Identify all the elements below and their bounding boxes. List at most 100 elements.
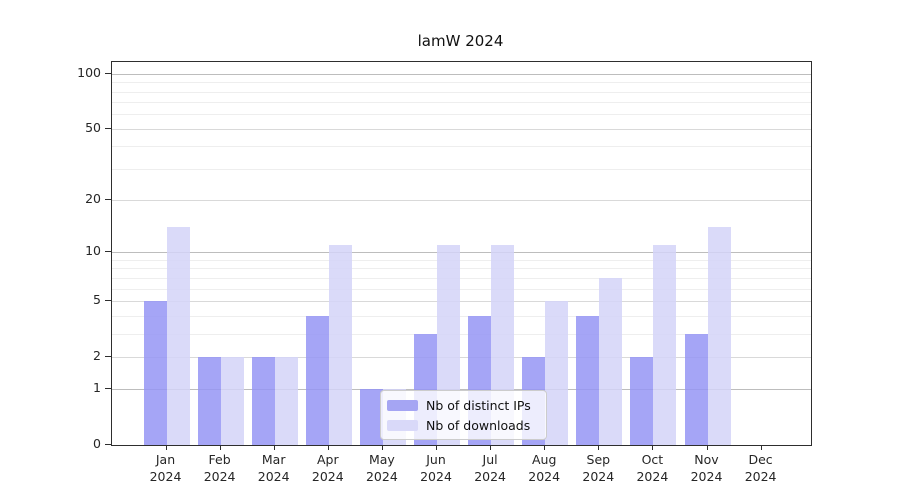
x-tick-month: Nov [694, 452, 719, 467]
bar-downloads [166, 227, 190, 445]
bar-downloads [653, 245, 677, 445]
x-tick-month: Oct [641, 452, 664, 467]
y-tick-mark [105, 72, 111, 74]
legend: Nb of distinct IPs Nb of downloads [380, 390, 547, 440]
x-tick-year: 2024 [636, 469, 669, 484]
gridline-major [112, 128, 811, 130]
bar-distinct-ips [630, 356, 654, 445]
y-tick-label: 10 [85, 243, 101, 259]
x-tick-label: Feb 2024 [188, 451, 252, 485]
x-tick-month: Jan [155, 452, 176, 467]
y-tick-mark [105, 355, 111, 357]
y-tick-mark [105, 388, 111, 390]
x-tick-year: 2024 [257, 469, 290, 484]
legend-entry-distinct-ips: Nb of distinct IPs [387, 397, 538, 413]
x-tick-month: Aug [531, 452, 557, 467]
bar-distinct-ips [143, 300, 167, 445]
gridline-major [112, 356, 811, 358]
gridline-major [112, 252, 811, 254]
gridline-minor [112, 102, 811, 104]
bar-distinct-ips [359, 389, 383, 445]
bar-distinct-ips [684, 333, 708, 445]
x-tick-label: Mar 2024 [242, 451, 306, 485]
x-tick-mark [760, 445, 762, 450]
x-tick-label: Nov 2024 [675, 451, 739, 485]
x-tick-year: 2024 [420, 469, 452, 484]
y-tick-label: 100 [77, 64, 101, 80]
x-tick-month: May [368, 452, 395, 467]
x-tick-label: May 2024 [350, 451, 414, 485]
x-tick-month: Sep [586, 452, 611, 467]
x-tick-year: 2024 [203, 469, 236, 484]
y-tick-mark [105, 199, 111, 201]
gridline-minor [112, 168, 811, 170]
x-tick-year: 2024 [474, 469, 506, 484]
y-tick-mark [105, 127, 111, 129]
y-tick-label: 5 [93, 291, 101, 307]
bar-downloads [328, 245, 352, 445]
bar-distinct-ips [197, 356, 221, 445]
y-tick-label: 2 [93, 347, 101, 363]
gridline-minor [112, 91, 811, 93]
y-tick-label: 20 [85, 191, 101, 207]
gridline-minor [112, 114, 811, 116]
x-tick-mark [490, 445, 492, 450]
x-tick-mark [165, 445, 167, 450]
x-tick-year: 2024 [365, 469, 398, 484]
y-tick-mark [105, 299, 111, 301]
y-tick-mark [105, 444, 111, 445]
y-tick-label: 0 [93, 436, 101, 451]
gridline-minor [112, 315, 811, 317]
x-tick-month: Feb [208, 452, 231, 467]
plot-area: Nb of distinct IPs Nb of downloads [111, 61, 812, 446]
x-tick-label: Jun 2024 [404, 451, 468, 485]
bar-downloads [599, 277, 623, 445]
x-tick-label: Dec 2024 [729, 451, 793, 485]
gridline-minor [112, 277, 811, 279]
x-tick-month: Jun [426, 452, 446, 467]
x-tick-year: 2024 [311, 469, 344, 484]
x-tick-mark [706, 445, 708, 450]
gridline-minor [112, 259, 811, 261]
gridline-major [112, 200, 811, 202]
legend-swatch-downloads [387, 419, 418, 431]
gridline-minor [112, 146, 811, 148]
x-tick-mark [436, 445, 437, 450]
bar-downloads [220, 356, 244, 445]
x-tick-label: Aug 2024 [512, 451, 576, 485]
x-tick-mark [381, 445, 383, 450]
y-tick-mark [105, 251, 111, 253]
bar-distinct-ips [251, 356, 275, 445]
legend-label-downloads: Nb of downloads [426, 417, 531, 433]
x-tick-mark [598, 445, 600, 450]
x-tick-label: Jan 2024 [134, 451, 198, 485]
x-tick-month: Mar [261, 452, 286, 467]
bar-downloads [545, 300, 569, 445]
x-tick-month: Jul [482, 452, 498, 467]
x-tick-label: Sep 2024 [566, 451, 630, 485]
gridline-minor [112, 268, 811, 270]
x-tick-mark [219, 445, 221, 450]
x-tick-month: Apr [316, 452, 339, 467]
bar-distinct-ips [576, 315, 600, 445]
bar-downloads [274, 356, 298, 445]
chart-title: lamW 2024 [417, 32, 504, 50]
x-tick-year: 2024 [582, 469, 615, 484]
gridline-minor [112, 288, 811, 290]
gridline-minor [112, 333, 811, 335]
x-tick-mark [273, 445, 275, 450]
x-tick-month: Dec [748, 452, 773, 467]
legend-entry-downloads: Nb of downloads [387, 417, 538, 433]
legend-label-distinct-ips: Nb of distinct IPs [426, 397, 531, 413]
gridline-major [112, 300, 811, 302]
x-tick-mark [652, 445, 654, 450]
x-tick-mark [544, 445, 546, 450]
gridline-major [112, 389, 811, 391]
x-tick-year: 2024 [690, 469, 723, 484]
bar-downloads [707, 227, 731, 445]
x-tick-label: Jul 2024 [458, 451, 522, 485]
x-tick-label: Apr 2024 [296, 451, 360, 485]
bar-distinct-ips [305, 315, 329, 445]
y-tick-label: 1 [93, 380, 101, 396]
